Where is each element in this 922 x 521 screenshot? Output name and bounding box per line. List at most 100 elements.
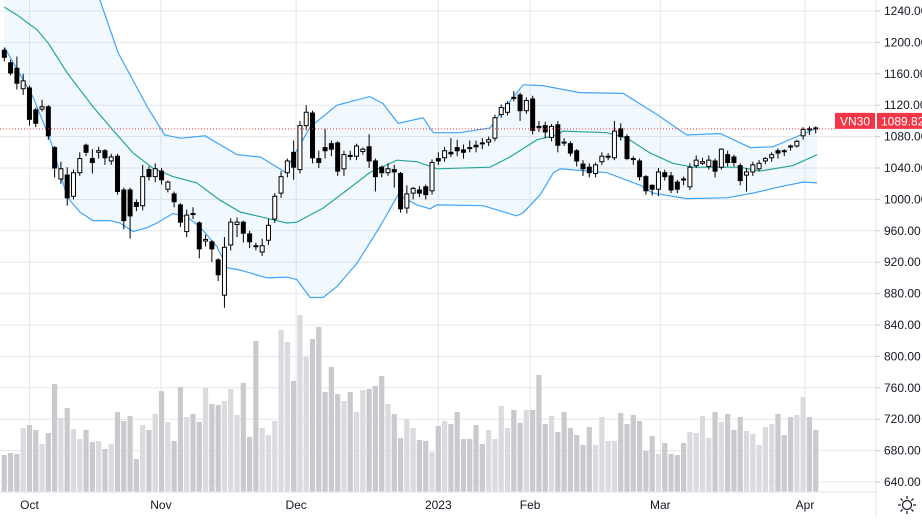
- candle: [20, 73, 26, 95]
- candle: [310, 110, 316, 164]
- volume-bar: [586, 427, 592, 492]
- candle-body: [593, 164, 599, 174]
- candle: [467, 140, 473, 153]
- volume-bar: [561, 412, 567, 492]
- candle-body: [366, 146, 372, 162]
- candle-body: [618, 128, 624, 138]
- volume-bar: [693, 433, 699, 492]
- candle: [725, 150, 731, 167]
- candle-body: [574, 150, 580, 162]
- candle: [549, 124, 555, 142]
- price-axis[interactable]: [876, 0, 922, 492]
- candle-body: [391, 169, 397, 173]
- candle-body: [611, 130, 617, 159]
- price-tick-label: 760.00: [884, 381, 921, 395]
- candle-body: [479, 142, 485, 145]
- candle-body: [209, 241, 215, 250]
- candle-body: [530, 98, 536, 131]
- time-axis-labels: Oct Nov Dec 2023 Feb Mar Apr: [20, 498, 814, 512]
- volume-bar: [712, 412, 718, 492]
- time-tick-label: Apr: [796, 498, 815, 512]
- volume-bar: [523, 410, 529, 492]
- volume-bar: [416, 440, 423, 492]
- candle: [297, 120, 303, 174]
- candles: [1, 47, 819, 308]
- volume-bar: [177, 387, 184, 492]
- volume-bar: [718, 422, 724, 492]
- candle-body: [517, 94, 523, 112]
- candle-body: [448, 151, 454, 155]
- candle-body: [781, 150, 787, 153]
- candle-body: [240, 221, 246, 234]
- volume-bar: [39, 444, 45, 492]
- time-axis[interactable]: [0, 492, 922, 517]
- candle: [687, 163, 693, 190]
- volume-bar: [794, 415, 800, 492]
- candle: [781, 149, 787, 157]
- candle-body: [297, 125, 303, 171]
- volume-bar: [731, 430, 737, 492]
- volume-bar: [297, 315, 303, 492]
- candle-body: [259, 245, 265, 253]
- candle: [335, 141, 341, 176]
- candle: [655, 168, 661, 197]
- candle-body: [360, 148, 366, 153]
- settings-button[interactable]: [896, 494, 918, 516]
- candle-body: [706, 159, 712, 167]
- candle-body: [341, 154, 347, 170]
- price-tick-label: 800.00: [884, 349, 921, 363]
- gear-icon: [898, 496, 916, 514]
- volume-bar: [806, 417, 813, 492]
- candle: [624, 134, 630, 161]
- volume-bar: [555, 432, 561, 492]
- volume-bar: [662, 443, 668, 492]
- volume-bar: [492, 439, 498, 492]
- candle: [354, 143, 360, 161]
- candle-body: [102, 150, 108, 159]
- candle-body: [435, 158, 441, 162]
- volume-bar: [567, 428, 573, 492]
- candle-body: [89, 158, 95, 164]
- volume-bar: [750, 434, 756, 492]
- candle: [731, 154, 737, 167]
- price-tick-label: 720.00: [884, 412, 921, 426]
- volume-bar: [630, 415, 636, 492]
- candle: [750, 161, 756, 176]
- candle: [146, 166, 152, 181]
- candle: [372, 158, 378, 192]
- candle-body: [291, 151, 297, 168]
- candle-body: [731, 156, 737, 164]
- volume-bar: [171, 441, 177, 492]
- candle-body: [310, 112, 316, 159]
- volume-bar: [347, 392, 353, 492]
- candle: [756, 160, 762, 172]
- candle-body: [133, 202, 139, 207]
- volume-bar: [530, 410, 536, 492]
- candle: [184, 209, 190, 238]
- volume-bar: [366, 389, 372, 492]
- candle: [385, 163, 391, 176]
- candle: [643, 175, 649, 195]
- volume-bar: [328, 367, 334, 492]
- volume-bar: [655, 454, 662, 492]
- candle: [398, 171, 404, 213]
- candle: [221, 237, 227, 308]
- candle-body: [196, 222, 202, 250]
- candle: [253, 242, 259, 251]
- volume-bar: [454, 412, 460, 492]
- candle-body: [561, 141, 567, 144]
- candle: [152, 163, 158, 183]
- candle: [593, 162, 599, 178]
- volume-bar: [580, 445, 586, 492]
- candle: [26, 85, 32, 126]
- volume-bar: [14, 454, 20, 492]
- volume-bar: [316, 327, 322, 492]
- candle: [303, 105, 309, 131]
- volume-bar: [737, 417, 743, 492]
- volume-bar: [611, 441, 618, 492]
- candle-body: [775, 150, 781, 154]
- price-tick-label: 1120.00: [884, 98, 922, 112]
- volume-bar: [284, 342, 290, 492]
- volume-bar: [215, 405, 221, 492]
